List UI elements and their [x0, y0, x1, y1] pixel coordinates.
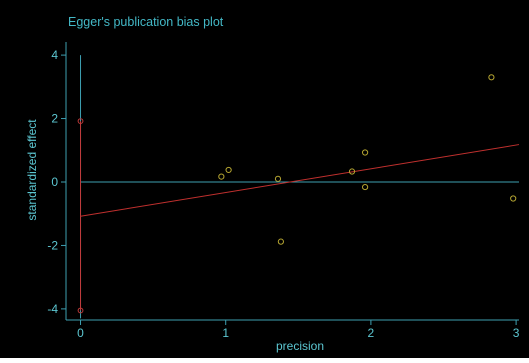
ci-lower-marker: [77, 307, 84, 314]
data-point: [488, 74, 495, 81]
lines-layer: [77, 55, 520, 319]
x-axis-label: precision: [276, 339, 324, 353]
data-point: [348, 168, 356, 175]
x-tick-label: 1: [222, 326, 229, 340]
y-axis-label: standardized effect: [25, 119, 39, 221]
data-point: [510, 195, 517, 202]
ci-upper-marker: [77, 118, 84, 124]
y-tick-label: 0: [51, 175, 58, 189]
y-tick-label: 4: [51, 48, 58, 62]
y-tick-label: 2: [51, 112, 58, 126]
data-point: [225, 166, 232, 174]
data-point: [274, 175, 282, 182]
x-tick-label: 0: [77, 326, 84, 340]
y-tick-label: -2: [47, 238, 58, 252]
data-point: [218, 173, 225, 180]
chart-title: Egger's publication bias plot: [68, 15, 224, 29]
data-point: [277, 238, 284, 245]
x-tick-label: 2: [368, 326, 375, 340]
regression-line: [80, 144, 520, 217]
x-tick-label: 3: [513, 326, 520, 340]
data-point: [361, 149, 369, 156]
points-layer: [218, 74, 517, 245]
axes-layer: -4 -2 0 2 4 0 1 2 3: [47, 42, 520, 340]
y-tick-label: -4: [47, 302, 58, 316]
data-point: [361, 183, 369, 191]
